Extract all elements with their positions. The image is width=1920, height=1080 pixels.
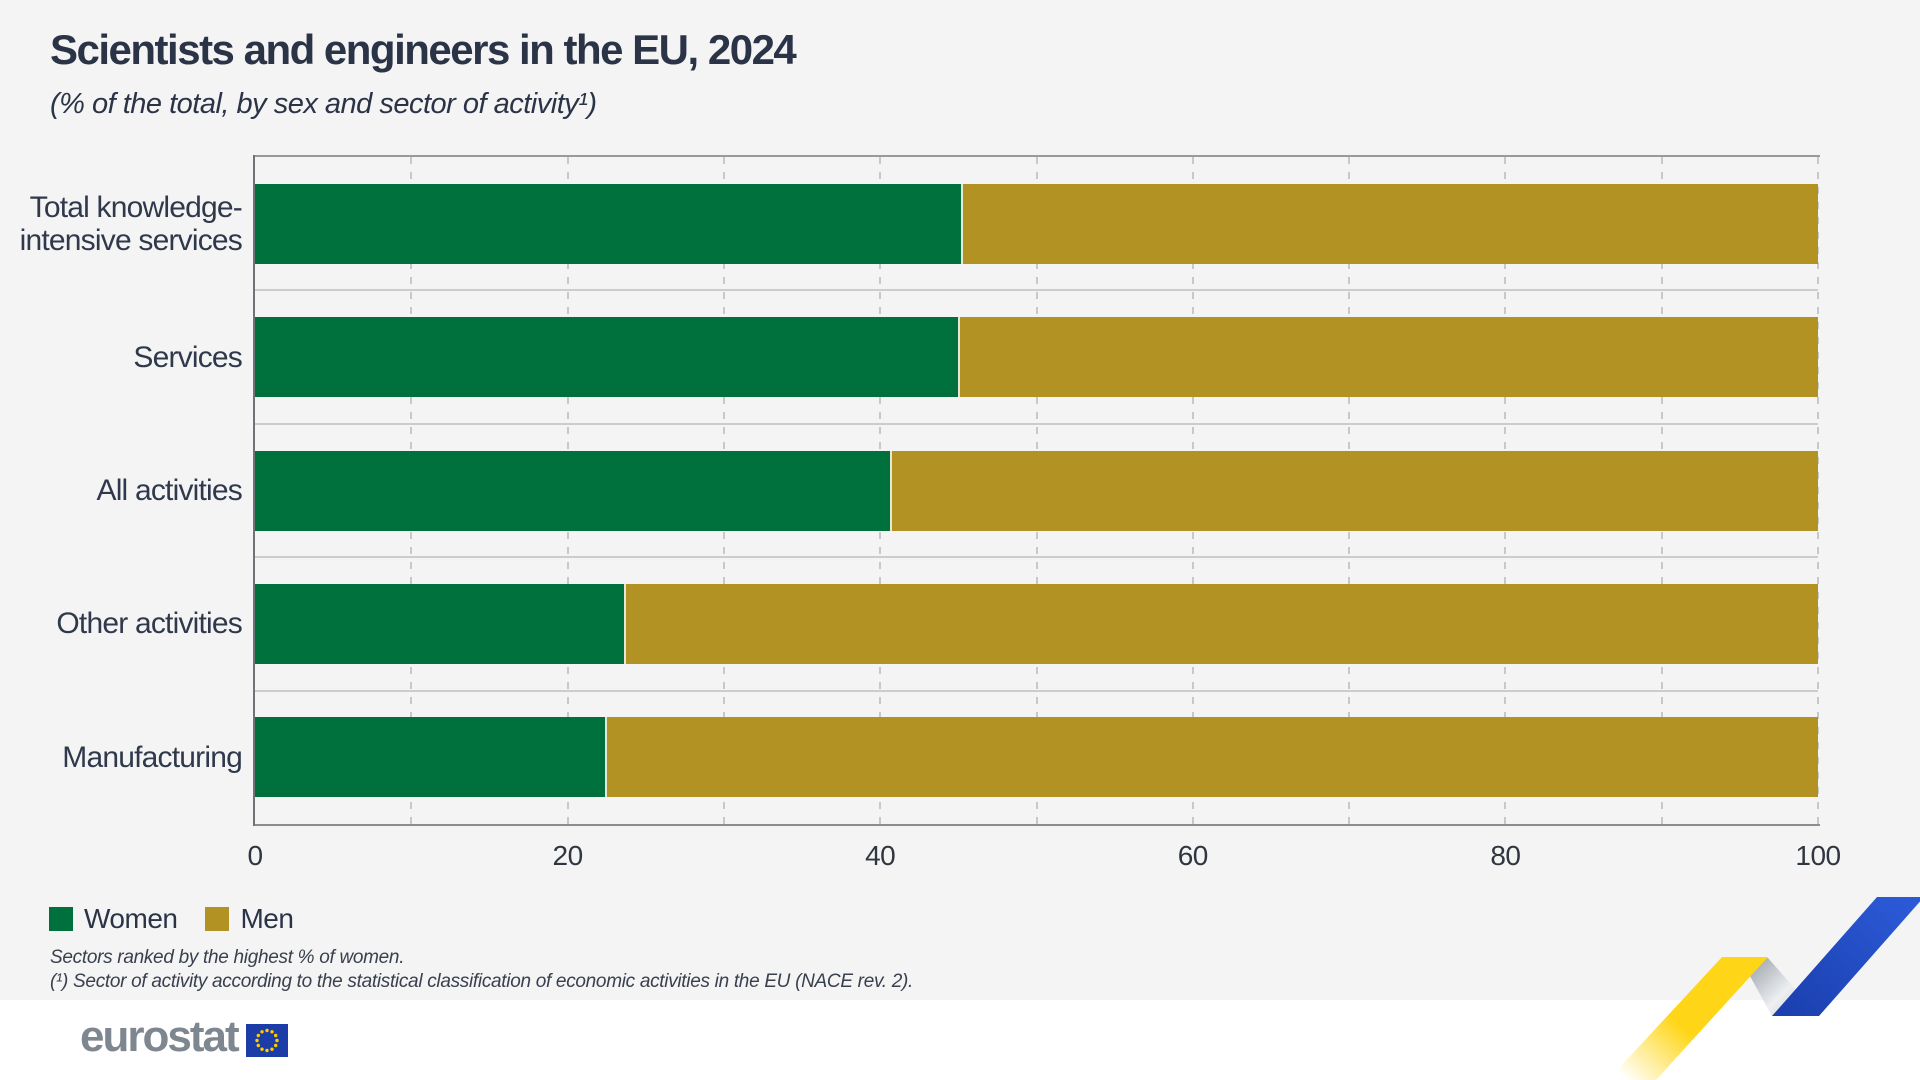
legend-swatch-men [205,907,230,931]
bar-segment-men [889,450,1818,531]
row-separator [255,689,1818,692]
ribbon-blue-stripe [1772,897,1920,1016]
eurostat-logo: eurostat [80,1012,288,1062]
legend-item-women: Women [49,903,178,935]
footnotes: Sectors ranked by the highest % of women… [50,946,913,994]
legend-label: Men [240,903,294,934]
footnote-line: Sectors ranked by the highest % of women… [50,947,405,968]
footer-strip [0,1000,1920,1080]
eu-flag-stars [254,1028,279,1052]
row-separator [255,422,1818,425]
bar-row [255,183,1818,264]
bar-segment-women [255,583,624,664]
bar-segment-men [623,583,1818,664]
eurostat-logo-text: eurostat [80,1012,240,1061]
x-tick-label: 80 [1490,840,1521,871]
x-tick-label: 40 [865,840,896,871]
bar-segment-women [255,450,890,531]
plot-bottom-border [255,824,1820,826]
page-subtitle: (% of the total, by sex and sector of ac… [50,88,597,120]
eu-flag-icon [245,1023,288,1057]
category-axis: Total knowledge- intensive services Servi… [0,157,243,824]
category-label: Manufacturing [62,740,243,774]
x-tick-label: 0 [247,840,263,871]
page-title: Scientists and engineers in the EU, 2024 [50,26,797,73]
gridline-100 [1817,157,1819,824]
x-tick-label: 60 [1177,840,1209,871]
x-tick-label: 20 [552,840,584,871]
bar-row [255,717,1818,798]
x-tick-label: 100 [1795,840,1841,871]
bar-segment-men [958,317,1818,398]
bar-segment-men [961,183,1818,264]
category-label: Other activities [56,607,242,641]
bar-row [255,583,1818,664]
category-label: Services [133,340,242,374]
bar-segment-men [605,717,1818,798]
bar-row [255,450,1818,531]
category-label: Total knowledge- intensive services [19,190,243,257]
legend: Women Men [49,903,294,935]
plot-area [255,157,1819,824]
legend-item-men: Men [205,903,294,935]
row-separator [255,289,1818,292]
category-label: All activities [96,473,242,507]
bar-segment-women [255,317,959,398]
plot-top-border [255,155,1820,157]
legend-swatch-women [49,907,73,931]
row-separator [255,556,1818,559]
plot-left-border [253,155,255,826]
x-axis: 0 20 40 60 80 100 [0,840,1920,876]
bar-segment-women [255,717,606,798]
footnote-line: (¹) Sector of activity according to the … [50,971,913,992]
bar-segment-women [255,183,962,264]
bar-row [255,317,1818,398]
legend-label: Women [84,903,178,934]
